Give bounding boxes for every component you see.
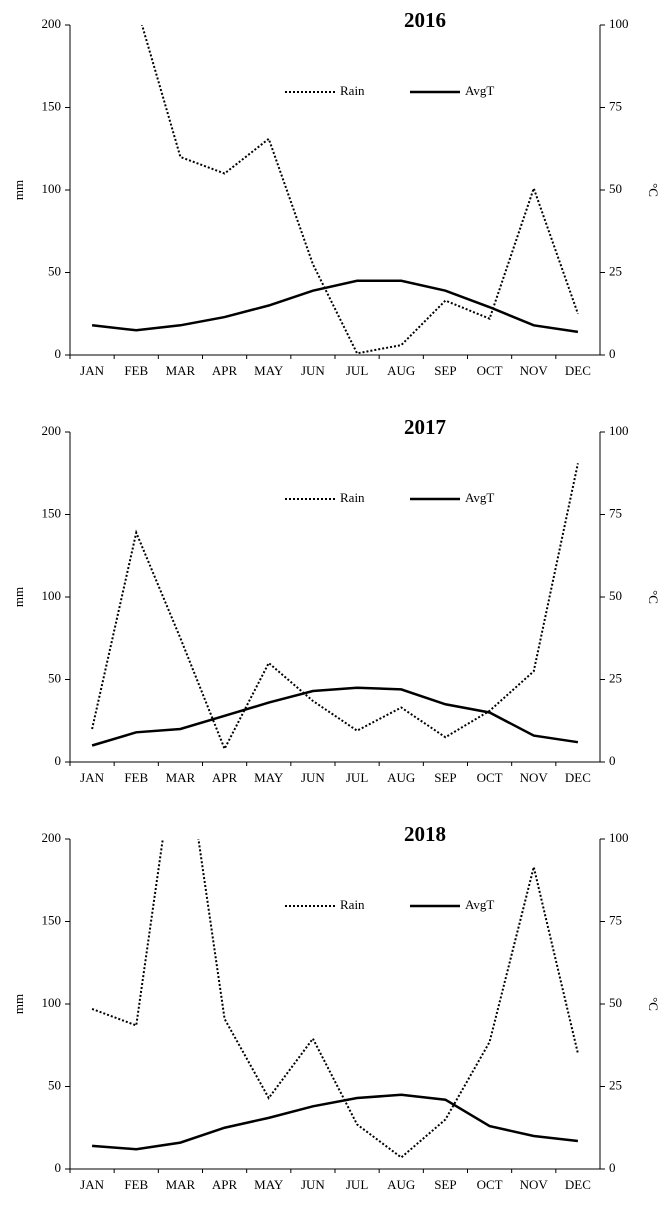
- legend-label: Rain: [340, 897, 365, 912]
- x-tick-label: JUN: [301, 1177, 325, 1192]
- series-line: [91, 686, 579, 747]
- x-tick-label: NOV: [520, 770, 549, 785]
- x-tick-label: APR: [212, 363, 238, 378]
- y-tick-label: 200: [42, 830, 62, 845]
- y-tick-label: 50: [48, 670, 61, 685]
- x-tick-label: JUL: [346, 1177, 368, 1192]
- legend-label: AvgT: [465, 83, 494, 98]
- y-axis-label: mm: [11, 180, 26, 200]
- x-tick-label: MAY: [254, 1177, 284, 1192]
- x-tick-label: SEP: [434, 770, 456, 785]
- x-tick-label: JUL: [346, 363, 368, 378]
- series-line: [91, 1093, 579, 1151]
- y-tick-label: 50: [48, 1077, 61, 1092]
- series-line: [91, 279, 579, 334]
- y-tick-label: 150: [42, 505, 62, 520]
- y2-tick-label: 25: [609, 263, 622, 278]
- x-tick-label: AUG: [387, 770, 415, 785]
- x-tick-label: JAN: [80, 363, 104, 378]
- x-tick-label: MAR: [166, 363, 196, 378]
- x-tick-label: OCT: [477, 770, 503, 785]
- y-tick-label: 100: [42, 181, 62, 196]
- chart-title: 2016: [404, 8, 446, 32]
- chart-title: 2018: [404, 822, 446, 846]
- y2-tick-label: 0: [609, 753, 616, 768]
- panel: 0 50 100 150 200 0 25 50 75 100 JAN FEB MAR APR MAY JUN…: [11, 8, 661, 378]
- x-tick-label: JUL: [346, 770, 368, 785]
- x-tick-label: FEB: [124, 363, 148, 378]
- y2-axis-label: °C: [646, 590, 661, 604]
- y2-tick-label: 50: [609, 588, 622, 603]
- series-line: [91, 839, 579, 1159]
- y-tick-label: 200: [42, 423, 62, 438]
- x-tick-label: JUN: [301, 363, 325, 378]
- y2-tick-label: 75: [609, 505, 622, 520]
- y2-tick-label: 100: [609, 423, 629, 438]
- x-tick-label: FEB: [124, 1177, 148, 1192]
- x-tick-label: NOV: [520, 1177, 549, 1192]
- legend-label: Rain: [340, 490, 365, 505]
- x-tick-label: OCT: [477, 363, 503, 378]
- y2-axis-label: °C: [646, 997, 661, 1011]
- x-tick-label: FEB: [124, 770, 148, 785]
- x-tick-label: MAR: [166, 1177, 196, 1192]
- x-tick-label: APR: [212, 770, 238, 785]
- y-tick-label: 150: [42, 912, 62, 927]
- x-tick-label: AUG: [387, 1177, 415, 1192]
- panel: 0 50 100 150 200 0 25 50 75 100 JAN FEB MAR APR MAY JUN…: [11, 415, 661, 785]
- y2-tick-label: 100: [609, 830, 629, 845]
- y-tick-label: 100: [42, 995, 62, 1010]
- y-tick-label: 100: [42, 588, 62, 603]
- y-axis-label: mm: [11, 994, 26, 1014]
- y-tick-label: 200: [42, 16, 62, 31]
- y-tick-label: 0: [55, 753, 62, 768]
- chart-title: 2017: [404, 415, 446, 439]
- x-tick-label: SEP: [434, 1177, 456, 1192]
- x-tick-label: JUN: [301, 770, 325, 785]
- x-tick-label: AUG: [387, 363, 415, 378]
- y-tick-label: 150: [42, 98, 62, 113]
- x-tick-label: MAY: [254, 363, 284, 378]
- y2-tick-label: 100: [609, 16, 629, 31]
- legend-label: Rain: [340, 83, 365, 98]
- y2-axis-label: °C: [646, 183, 661, 197]
- legend-label: AvgT: [465, 490, 494, 505]
- y2-tick-label: 75: [609, 98, 622, 113]
- y2-tick-label: 0: [609, 1160, 616, 1175]
- x-tick-label: MAR: [166, 770, 196, 785]
- x-tick-label: MAY: [254, 770, 284, 785]
- y2-tick-label: 50: [609, 181, 622, 196]
- y2-tick-label: 0: [609, 346, 616, 361]
- x-tick-label: DEC: [565, 770, 591, 785]
- y2-tick-label: 25: [609, 1077, 622, 1092]
- y-tick-label: 0: [55, 1160, 62, 1175]
- legend-label: AvgT: [465, 897, 494, 912]
- y2-tick-label: 25: [609, 670, 622, 685]
- series-line: [140, 25, 579, 355]
- x-tick-label: APR: [212, 1177, 238, 1192]
- y2-tick-label: 75: [609, 912, 622, 927]
- x-tick-label: OCT: [477, 1177, 503, 1192]
- x-tick-label: NOV: [520, 363, 549, 378]
- y2-tick-label: 50: [609, 995, 622, 1010]
- panel: 0 50 100 150 200 0 25 50 75 100 JAN FEB MAR APR MAY JUN…: [11, 822, 661, 1192]
- y-tick-label: 0: [55, 346, 62, 361]
- x-tick-label: JAN: [80, 1177, 104, 1192]
- y-tick-label: 50: [48, 263, 61, 278]
- x-tick-label: JAN: [80, 770, 104, 785]
- x-tick-label: DEC: [565, 363, 591, 378]
- series-line: [91, 463, 579, 752]
- x-tick-label: DEC: [565, 1177, 591, 1192]
- x-tick-label: SEP: [434, 363, 456, 378]
- y-axis-label: mm: [11, 587, 26, 607]
